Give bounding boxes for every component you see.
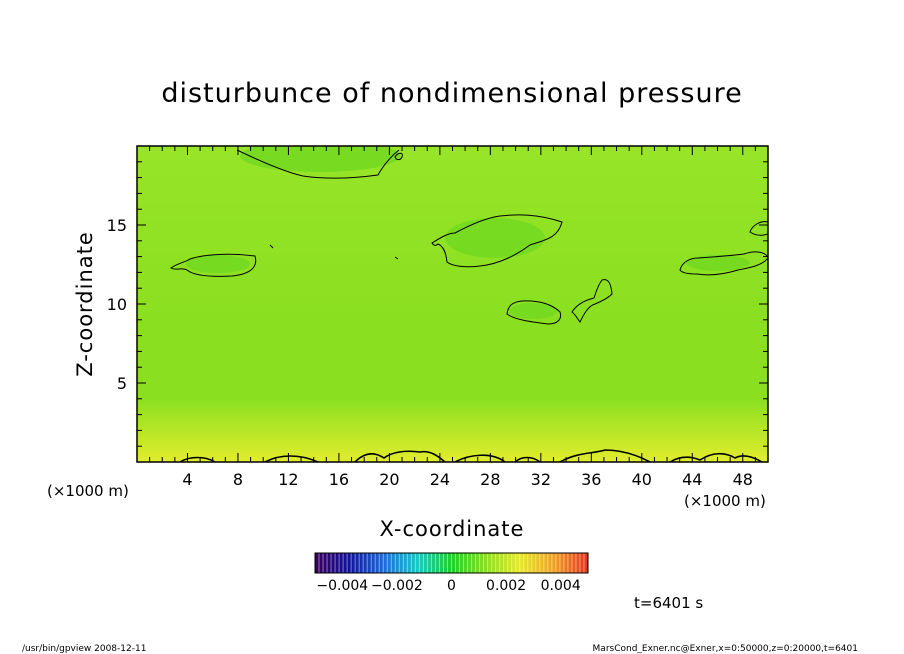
x-tick-label: 32 [531, 470, 551, 489]
contour-lines [170, 149, 768, 462]
x-tick-label: 20 [379, 470, 399, 489]
y-tick-label: 10 [107, 295, 127, 314]
time-label: t=6401 s [634, 594, 703, 612]
footer-left: /usr/bin/gpview 2008-12-11 [22, 644, 146, 654]
x-tick-label: 28 [480, 470, 500, 489]
blob-center-upper [445, 218, 545, 258]
contour-dot-a [269, 244, 274, 249]
colorbar-ramp [315, 553, 588, 573]
contour-right-island [679, 251, 768, 276]
blob-top-center [240, 146, 400, 172]
blob-right [686, 255, 750, 271]
contour-right-edge [749, 221, 768, 236]
x-tick-label: 44 [682, 470, 702, 489]
x-axis-ticks: 4 8 12 16 20 24 28 32 36 40 44 48 [149, 146, 756, 489]
y-axis-label: Z-coordinate [73, 231, 97, 377]
x-tick-label: 4 [182, 470, 192, 489]
colorbar-frame [314, 552, 589, 574]
colorbar-tick-label: 0 [447, 578, 456, 594]
y-axis-ticks: 5 10 15 [107, 161, 768, 447]
x-tick-label: 48 [733, 470, 753, 489]
contour-small-top [394, 152, 403, 161]
x-tick-label: 24 [430, 470, 450, 489]
y-tick-label: 15 [107, 216, 127, 235]
colorbar-tick-label: −0.004 [316, 578, 368, 594]
blob-center-lower [509, 303, 557, 319]
contour-small-hook [571, 279, 613, 323]
contour-bottom [179, 449, 763, 462]
y-tick-label: 5 [117, 374, 127, 393]
colorbar-tick-label: 0.002 [486, 578, 526, 594]
x-tick-label: 8 [233, 470, 243, 489]
x-tick-label: 36 [581, 470, 601, 489]
colorbar [314, 552, 589, 574]
x-tick-label: 12 [278, 470, 298, 489]
colorbar-tick-label: −0.002 [371, 578, 423, 594]
x-axis-unit: (×1000 m) [684, 492, 766, 510]
x-tick-label: 40 [632, 470, 652, 489]
blob-left [186, 255, 250, 273]
contour-center-upper [431, 214, 563, 268]
contour-dot-b [394, 256, 399, 260]
x-tick-label: 16 [329, 470, 349, 489]
contour-left-island [170, 253, 257, 277]
field-blobs [186, 146, 750, 319]
contour-center-lower [506, 300, 562, 325]
colorbar-tick-labels: −0.004 −0.002 0 0.002 0.004 [316, 578, 580, 594]
contour-top [236, 149, 400, 179]
heatmap-field [137, 146, 768, 462]
chart-title: disturbunce of nondimensional pressure [161, 78, 742, 109]
y-axis-unit: (×1000 m) [47, 482, 129, 500]
x-axis-label: X-coordinate [380, 517, 525, 541]
colorbar-tick-label: 0.004 [541, 578, 581, 594]
footer-right: MarsCond_Exner.nc@Exner,x=0:50000,z=0:20… [593, 644, 858, 654]
